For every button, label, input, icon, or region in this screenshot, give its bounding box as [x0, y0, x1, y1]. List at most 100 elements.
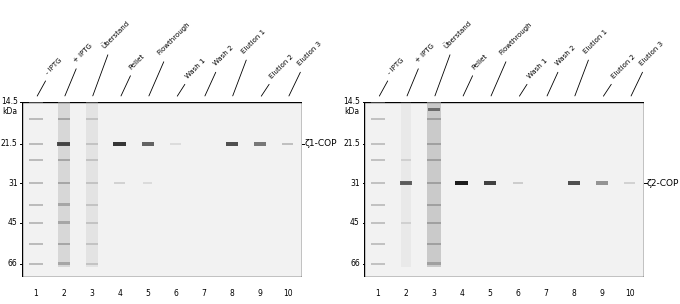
Bar	[114, 142, 126, 146]
Text: 14.5: 14.5	[343, 98, 360, 106]
Bar	[86, 95, 98, 267]
Bar	[371, 143, 385, 145]
Text: 66: 66	[350, 259, 360, 268]
Text: Elution 3: Elution 3	[289, 41, 322, 96]
Bar	[401, 182, 411, 184]
Bar	[428, 159, 441, 161]
Bar	[86, 143, 98, 145]
Text: kDa: kDa	[345, 107, 360, 116]
Text: 3: 3	[432, 289, 437, 299]
Bar	[86, 118, 98, 120]
Text: 4: 4	[460, 289, 464, 299]
Text: 66: 66	[8, 259, 18, 268]
Bar	[29, 182, 43, 184]
Bar	[29, 143, 43, 145]
Text: Elution 1: Elution 1	[233, 29, 267, 96]
Text: 2: 2	[61, 289, 66, 299]
Text: 21.5: 21.5	[1, 140, 18, 148]
Bar	[401, 95, 411, 267]
Text: - IPTG: - IPTG	[37, 57, 63, 96]
Bar	[86, 222, 98, 224]
Text: ζ2-COP: ζ2-COP	[647, 178, 679, 188]
FancyBboxPatch shape	[22, 102, 302, 277]
Bar	[58, 159, 70, 161]
Bar	[29, 118, 43, 120]
Text: kDa: kDa	[3, 107, 18, 116]
Text: 7: 7	[201, 289, 206, 299]
Text: Elution 1: Elution 1	[575, 29, 609, 96]
Bar	[86, 182, 98, 184]
Text: Wash 1: Wash 1	[520, 57, 549, 96]
Text: Elution 2: Elution 2	[603, 53, 636, 96]
Bar	[58, 95, 70, 267]
Bar	[57, 142, 70, 146]
Text: Überstand: Überstand	[92, 19, 131, 96]
Text: Elution 3: Elution 3	[631, 41, 664, 96]
Bar	[29, 159, 43, 161]
Bar	[428, 108, 440, 111]
FancyBboxPatch shape	[364, 102, 644, 277]
Bar	[428, 118, 441, 120]
Bar	[143, 182, 152, 184]
Bar	[58, 118, 70, 120]
Text: 1: 1	[33, 289, 38, 299]
Bar	[568, 181, 580, 185]
Text: 7: 7	[543, 289, 548, 299]
Text: 45: 45	[8, 218, 18, 227]
Bar	[58, 101, 70, 103]
Text: 5: 5	[488, 289, 492, 299]
Text: ζ1-COP: ζ1-COP	[305, 140, 337, 148]
Bar	[456, 181, 469, 185]
Bar	[371, 243, 385, 245]
Bar	[29, 263, 43, 265]
Bar	[86, 101, 98, 103]
Bar	[58, 143, 70, 145]
Text: 8: 8	[229, 289, 234, 299]
Text: 14.5: 14.5	[1, 98, 18, 106]
Bar	[428, 243, 441, 245]
Bar	[86, 243, 98, 245]
Bar	[400, 181, 412, 185]
Bar	[86, 263, 98, 265]
Text: 10: 10	[625, 289, 634, 299]
Bar	[428, 101, 441, 103]
Bar	[226, 142, 238, 146]
Text: 21.5: 21.5	[343, 140, 360, 148]
Bar	[483, 181, 496, 185]
Text: Flowthrough: Flowthrough	[491, 21, 533, 96]
Bar	[29, 243, 43, 245]
Bar	[513, 182, 524, 184]
Text: 31: 31	[8, 178, 18, 188]
Text: Elution 2: Elution 2	[261, 53, 294, 96]
Text: 31: 31	[350, 178, 360, 188]
Text: Wash 2: Wash 2	[205, 45, 235, 96]
Bar	[254, 142, 266, 146]
Bar	[371, 118, 385, 120]
Text: 8: 8	[571, 289, 576, 299]
Bar	[428, 222, 441, 224]
Bar	[282, 143, 294, 145]
Bar	[86, 159, 98, 161]
Text: Wash 2: Wash 2	[547, 45, 577, 96]
Bar	[624, 182, 635, 184]
Bar	[371, 182, 385, 184]
Text: 2: 2	[404, 289, 409, 299]
Bar	[428, 203, 441, 206]
Bar	[401, 222, 411, 224]
Bar	[371, 101, 385, 103]
Text: + IPTG: + IPTG	[65, 42, 93, 96]
Text: Pellet: Pellet	[121, 53, 146, 96]
Text: 9: 9	[257, 289, 262, 299]
Text: 5: 5	[146, 289, 150, 299]
Bar	[371, 159, 385, 161]
Bar	[29, 101, 43, 103]
Bar	[141, 142, 154, 146]
Text: - IPTG: - IPTG	[379, 57, 405, 96]
Text: 3: 3	[89, 289, 95, 299]
Bar	[371, 222, 385, 224]
Bar	[596, 181, 608, 185]
Text: Überstand: Überstand	[435, 19, 473, 96]
Bar	[58, 182, 70, 184]
Bar	[58, 221, 70, 224]
Bar	[86, 204, 98, 206]
